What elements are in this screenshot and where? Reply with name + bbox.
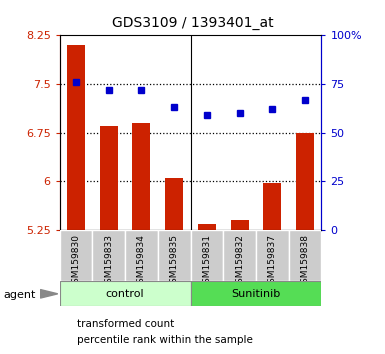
Text: GSM159833: GSM159833: [104, 234, 113, 289]
Bar: [67, 45, 85, 230]
Bar: [165, 178, 183, 230]
Bar: [231, 221, 249, 230]
Bar: [223, 230, 256, 281]
Bar: [100, 126, 118, 230]
Bar: [60, 230, 92, 281]
Polygon shape: [40, 290, 58, 298]
Bar: [132, 123, 151, 230]
Text: GSM159834: GSM159834: [137, 234, 146, 289]
Bar: [289, 230, 321, 281]
Bar: [191, 281, 321, 306]
Bar: [296, 133, 314, 230]
Bar: [60, 281, 191, 306]
Text: GSM159831: GSM159831: [203, 234, 211, 289]
Text: GSM159830: GSM159830: [72, 234, 80, 289]
Bar: [125, 230, 158, 281]
Text: transformed count: transformed count: [77, 319, 174, 329]
Text: GSM159832: GSM159832: [235, 234, 244, 289]
Bar: [198, 224, 216, 230]
Text: GSM159837: GSM159837: [268, 234, 277, 289]
Text: GDS3109 / 1393401_at: GDS3109 / 1393401_at: [112, 16, 273, 30]
Text: GSM159838: GSM159838: [301, 234, 310, 289]
Text: Sunitinib: Sunitinib: [231, 289, 281, 299]
Bar: [256, 230, 289, 281]
Bar: [92, 230, 125, 281]
Text: GSM159835: GSM159835: [170, 234, 179, 289]
Text: percentile rank within the sample: percentile rank within the sample: [77, 335, 253, 345]
Text: control: control: [106, 289, 144, 299]
Text: agent: agent: [4, 290, 36, 299]
Bar: [158, 230, 191, 281]
Bar: [191, 230, 223, 281]
Bar: [263, 183, 281, 230]
